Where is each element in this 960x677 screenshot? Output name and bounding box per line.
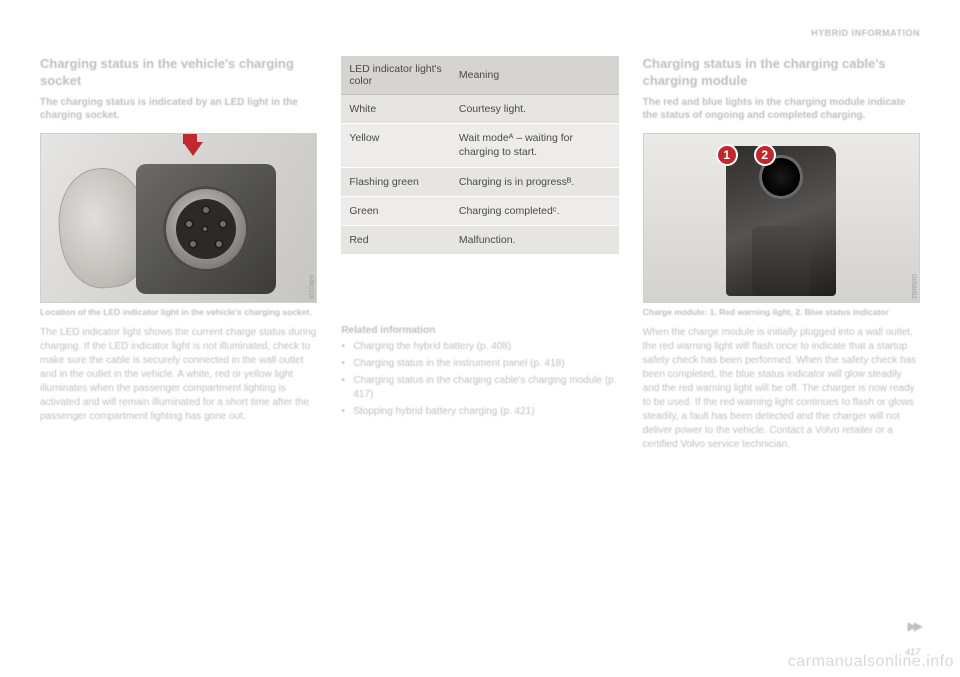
left-body: The LED indicator light shows the curren… xyxy=(40,326,317,424)
callout-2-icon: 2 xyxy=(754,144,776,166)
right-intro: The red and blue lights in the charging … xyxy=(643,96,920,123)
led-table: LED indicator light's color Meaning Whit… xyxy=(341,56,618,255)
page-header: HYBRID INFORMATION xyxy=(40,28,920,38)
image-code: G061110 xyxy=(307,275,313,299)
left-title: Charging status in the vehicle's chargin… xyxy=(40,56,317,90)
module-image: 1 2 G058052 xyxy=(643,133,920,303)
list-item: Charging status in the charging cable's … xyxy=(341,374,618,402)
table-row: White Courtesy light. xyxy=(341,95,618,124)
table-row: Yellow Wait modeᴬ – waiting for charging… xyxy=(341,124,618,167)
right-body: When the charge module is initially plug… xyxy=(643,326,920,452)
th-color: LED indicator light's color xyxy=(341,56,451,95)
arrow-down-icon xyxy=(183,142,203,156)
watermark: carmanualsonline.info xyxy=(788,653,954,671)
left-intro: The charging status is indicated by an L… xyxy=(40,96,317,123)
related-title: Related information xyxy=(341,325,618,336)
right-column: Charging status in the charging cable's … xyxy=(643,56,920,452)
list-item: Charging status in the instrument panel … xyxy=(341,357,618,371)
table-row: Green Charging completedᶜ. xyxy=(341,196,618,225)
left-column: Charging status in the vehicle's chargin… xyxy=(40,56,317,452)
left-caption: Location of the LED indicator light in t… xyxy=(40,307,317,318)
th-meaning: Meaning xyxy=(451,56,619,95)
table-row: Flashing green Charging is in progressᴮ. xyxy=(341,167,618,196)
image-code: G058052 xyxy=(910,274,916,299)
right-title: Charging status in the charging cable's … xyxy=(643,56,920,90)
center-column: LED indicator light's color Meaning Whit… xyxy=(341,56,618,452)
callout-1-icon: 1 xyxy=(716,144,738,166)
related-list: Charging the hybrid battery (p. 408) Cha… xyxy=(341,340,618,419)
right-caption: Charge module: 1. Red warning light, 2. … xyxy=(643,307,920,318)
list-item: Charging the hybrid battery (p. 408) xyxy=(341,340,618,354)
list-item: Stopping hybrid battery charging (p. 421… xyxy=(341,405,618,419)
socket-image: G061110 xyxy=(40,133,317,303)
continue-icon: ▶▶ xyxy=(908,619,920,633)
table-row: Red Malfunction. xyxy=(341,225,618,254)
